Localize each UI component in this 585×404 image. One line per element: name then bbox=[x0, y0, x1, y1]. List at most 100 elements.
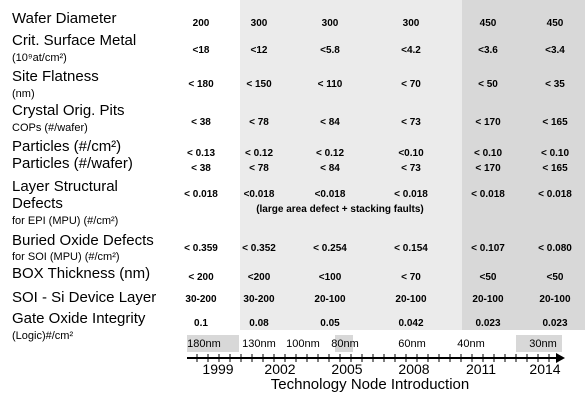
row-label: Defects bbox=[12, 195, 63, 212]
cell-value: < 180 bbox=[188, 79, 214, 90]
node-label: 80nm bbox=[331, 338, 359, 350]
cell-value: < 0.13 bbox=[187, 148, 216, 159]
cell-value: < 38 bbox=[191, 163, 211, 174]
cell-value: 0.1 bbox=[194, 318, 208, 329]
row-sublabel: for EPI (MPU) (#/cm²) bbox=[12, 215, 118, 227]
cell-value: < 38 bbox=[191, 117, 211, 128]
cell-value: < 200 bbox=[188, 272, 214, 283]
cell-value: <200 bbox=[248, 272, 271, 283]
cell-value: 200 bbox=[193, 18, 210, 29]
cell-value: 450 bbox=[480, 18, 497, 29]
row-sublabel: (nm) bbox=[12, 88, 35, 100]
cell-value: < 0.018 bbox=[538, 189, 572, 200]
cell-value: <0.10 bbox=[398, 148, 424, 159]
cell-value: <0.018 bbox=[244, 189, 275, 200]
cell-value: 30-200 bbox=[243, 294, 275, 305]
timeline-title: Technology Node Introduction bbox=[271, 376, 469, 393]
cell-value: 450 bbox=[547, 18, 564, 29]
cell-value: 300 bbox=[322, 18, 339, 29]
cell-value: < 0.154 bbox=[394, 243, 428, 254]
node-box bbox=[187, 335, 239, 352]
cell-value: < 150 bbox=[246, 79, 272, 90]
row-note: (large area defect + stacking faults) bbox=[256, 204, 424, 215]
cell-value: 300 bbox=[403, 18, 420, 29]
node-box bbox=[516, 335, 562, 352]
cell-value: < 70 bbox=[401, 272, 421, 283]
cell-value: < 0.352 bbox=[242, 243, 276, 254]
row-sublabel: (10⁹at/cm²) bbox=[12, 52, 67, 64]
row-label: Gate Oxide Integrity bbox=[12, 310, 146, 327]
cell-value: 0.08 bbox=[249, 318, 269, 329]
cell-value: 30-200 bbox=[185, 294, 217, 305]
band-dark bbox=[462, 0, 585, 330]
node-label: 40nm bbox=[457, 338, 485, 350]
cell-value: 0.023 bbox=[542, 318, 567, 329]
cell-value: < 165 bbox=[542, 117, 568, 128]
row-sublabel: COPs (#/wafer) bbox=[12, 122, 88, 134]
cell-value: < 0.018 bbox=[394, 189, 428, 200]
cell-value: < 0.12 bbox=[316, 148, 345, 159]
year-label: 2008 bbox=[398, 361, 429, 377]
cell-value: < 78 bbox=[249, 117, 269, 128]
row-label: Wafer Diameter bbox=[12, 10, 116, 27]
row-label: Particles (#/wafer) bbox=[12, 155, 133, 172]
cell-value: 0.023 bbox=[475, 318, 500, 329]
cell-value: <18 bbox=[193, 45, 210, 56]
row-label: Site Flatness bbox=[12, 68, 99, 85]
timeline-arrow bbox=[556, 353, 565, 363]
band-light bbox=[240, 0, 462, 330]
cell-value: < 0.359 bbox=[184, 243, 218, 254]
cell-value: <50 bbox=[480, 272, 497, 283]
row-label: Buried Oxide Defects bbox=[12, 232, 154, 249]
cell-value: < 0.12 bbox=[245, 148, 274, 159]
year-label: 2002 bbox=[264, 361, 295, 377]
year-label: 1999 bbox=[202, 361, 233, 377]
cell-value: 20-100 bbox=[472, 294, 504, 305]
row-label: Particles (#/cm²) bbox=[12, 138, 121, 155]
cell-value: <50 bbox=[547, 272, 564, 283]
cell-value: 0.05 bbox=[320, 318, 340, 329]
cell-value: < 0.10 bbox=[541, 148, 570, 159]
cell-value: < 35 bbox=[545, 79, 565, 90]
cell-value: 300 bbox=[251, 18, 268, 29]
cell-value: < 110 bbox=[318, 79, 343, 90]
cell-value: < 73 bbox=[401, 163, 421, 174]
row-label: BOX Thickness (nm) bbox=[12, 265, 150, 282]
node-box bbox=[335, 335, 353, 352]
cell-value: < 0.080 bbox=[538, 243, 572, 254]
year-label: 2011 bbox=[466, 361, 496, 377]
cell-value: <0.018 bbox=[315, 189, 346, 200]
cell-value: < 0.018 bbox=[471, 189, 505, 200]
cell-value: < 70 bbox=[401, 79, 421, 90]
node-label: 130nm bbox=[242, 338, 276, 350]
cell-value: < 0.10 bbox=[474, 148, 503, 159]
cell-value: <12 bbox=[251, 45, 268, 56]
cell-value: < 84 bbox=[320, 117, 340, 128]
cell-value: < 0.107 bbox=[471, 243, 505, 254]
cell-value: <100 bbox=[319, 272, 342, 283]
cell-value: < 73 bbox=[401, 117, 421, 128]
cell-value: <5.8 bbox=[320, 45, 340, 56]
cell-value: 20-100 bbox=[395, 294, 427, 305]
row-label: SOI - Si Device Layer bbox=[12, 289, 156, 306]
node-label: 60nm bbox=[398, 338, 426, 350]
cell-value: <4.2 bbox=[401, 45, 421, 56]
node-label: 180nm bbox=[187, 338, 221, 350]
year-label: 2005 bbox=[331, 361, 362, 377]
cell-value: < 170 bbox=[475, 117, 501, 128]
cell-value: <3.6 bbox=[478, 45, 498, 56]
node-label: 100nm bbox=[286, 338, 320, 350]
row-label: Crit. Surface Metal bbox=[12, 32, 136, 49]
cell-value: 20-100 bbox=[539, 294, 571, 305]
row-label: Layer Structural bbox=[12, 178, 118, 195]
node-label: 30nm bbox=[529, 338, 557, 350]
row-sublabel: for SOI (MPU) (#/cm²) bbox=[12, 251, 120, 263]
cell-value: <3.4 bbox=[545, 45, 565, 56]
cell-value: < 0.018 bbox=[184, 189, 218, 200]
cell-value: < 50 bbox=[478, 79, 498, 90]
cell-value: < 170 bbox=[475, 163, 501, 174]
cell-value: < 165 bbox=[542, 163, 568, 174]
cell-value: 20-100 bbox=[314, 294, 346, 305]
